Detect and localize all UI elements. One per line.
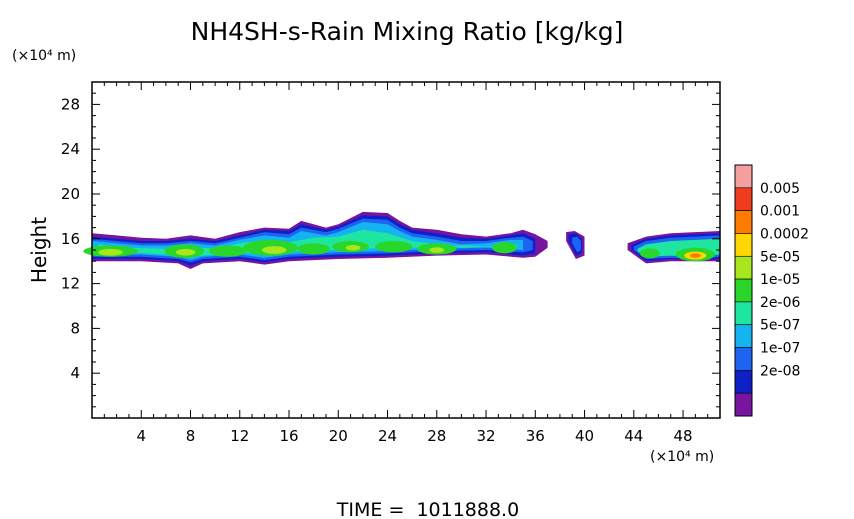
contour-5e-05 bbox=[492, 242, 517, 254]
colorbar-swatch bbox=[734, 301, 753, 326]
colorbar-swatch bbox=[734, 187, 753, 211]
time-label: TIME = 1011888.0 bbox=[336, 499, 519, 519]
x-tick-label: 28 bbox=[427, 427, 446, 445]
colorbar-swatch bbox=[734, 392, 753, 417]
colorbar: 0.005 0.001 0.0002 5e-05 1e-05 2e-06 5e-07 1e-0… bbox=[734, 164, 809, 417]
colorbar-swatch bbox=[734, 255, 753, 280]
contour-1e-04 bbox=[429, 247, 445, 253]
x-tick-label: 40 bbox=[575, 427, 594, 445]
y-tick-label: 16 bbox=[61, 230, 80, 248]
chart-title: NH4SH-s-Rain Mixing Ratio [kg/kg] bbox=[191, 17, 624, 46]
colorbar-swatch bbox=[734, 210, 753, 234]
colorbar-frame bbox=[734, 164, 753, 417]
colorbar-label: 1e-07 bbox=[760, 341, 800, 357]
x-tick-label: 4 bbox=[136, 427, 146, 445]
colorbar-label: 2e-08 bbox=[760, 363, 800, 379]
contour-5e-05 bbox=[375, 241, 413, 253]
y-axis-label: Height bbox=[27, 217, 51, 283]
colorbar-label: 2e-06 bbox=[760, 295, 800, 311]
contour-1e-04 bbox=[175, 248, 196, 256]
colorbar-label: 0.005 bbox=[760, 181, 800, 197]
colorbar-swatch bbox=[734, 370, 753, 394]
x-unit-label: (×10⁴ m) bbox=[650, 449, 714, 465]
x-tick-label: 16 bbox=[279, 427, 298, 445]
x-tick-label: 36 bbox=[526, 427, 545, 445]
contour-5e-07 bbox=[572, 236, 581, 253]
contour-1e-04 bbox=[345, 244, 361, 251]
y-tick-label: 20 bbox=[61, 185, 80, 203]
x-tick-label: 24 bbox=[378, 427, 397, 445]
y-tick-label: 12 bbox=[61, 275, 80, 293]
colorbar-swatch bbox=[734, 164, 753, 189]
colorbar-swatch bbox=[734, 324, 753, 348]
x-tick-label: 12 bbox=[230, 427, 249, 445]
x-tick-label: 32 bbox=[476, 427, 495, 445]
contour-5e-05 bbox=[297, 243, 330, 255]
contour-5e-05 bbox=[639, 248, 660, 259]
y-unit-label: (×10⁴ m) bbox=[12, 48, 76, 64]
colorbar-label: 0.001 bbox=[760, 204, 800, 220]
colorbar-label: 0.0002 bbox=[760, 227, 809, 243]
contour-5e-05 bbox=[208, 245, 246, 257]
cloud-layer bbox=[83, 211, 720, 269]
contour-1e-04 bbox=[98, 248, 123, 256]
x-tick-label: 44 bbox=[624, 427, 643, 445]
y-tick-label: 4 bbox=[70, 364, 80, 382]
colorbar-label: 5e-07 bbox=[760, 318, 800, 334]
x-tick-label: 20 bbox=[329, 427, 348, 445]
colorbar-swatch bbox=[734, 347, 753, 371]
x-tick-label: 8 bbox=[186, 427, 196, 445]
colorbar-swatch bbox=[734, 233, 753, 257]
contour-1e-04 bbox=[261, 246, 287, 254]
colorbar-swatch bbox=[734, 278, 753, 303]
colorbar-label: 1e-05 bbox=[760, 272, 800, 288]
y-tick-label: 24 bbox=[61, 140, 80, 158]
y-tick-label: 28 bbox=[61, 95, 80, 113]
colorbar-label: 5e-05 bbox=[760, 249, 800, 265]
x-tick-label: 48 bbox=[674, 427, 693, 445]
contour-2e-04 bbox=[689, 253, 701, 258]
y-tick-label: 8 bbox=[70, 319, 80, 337]
